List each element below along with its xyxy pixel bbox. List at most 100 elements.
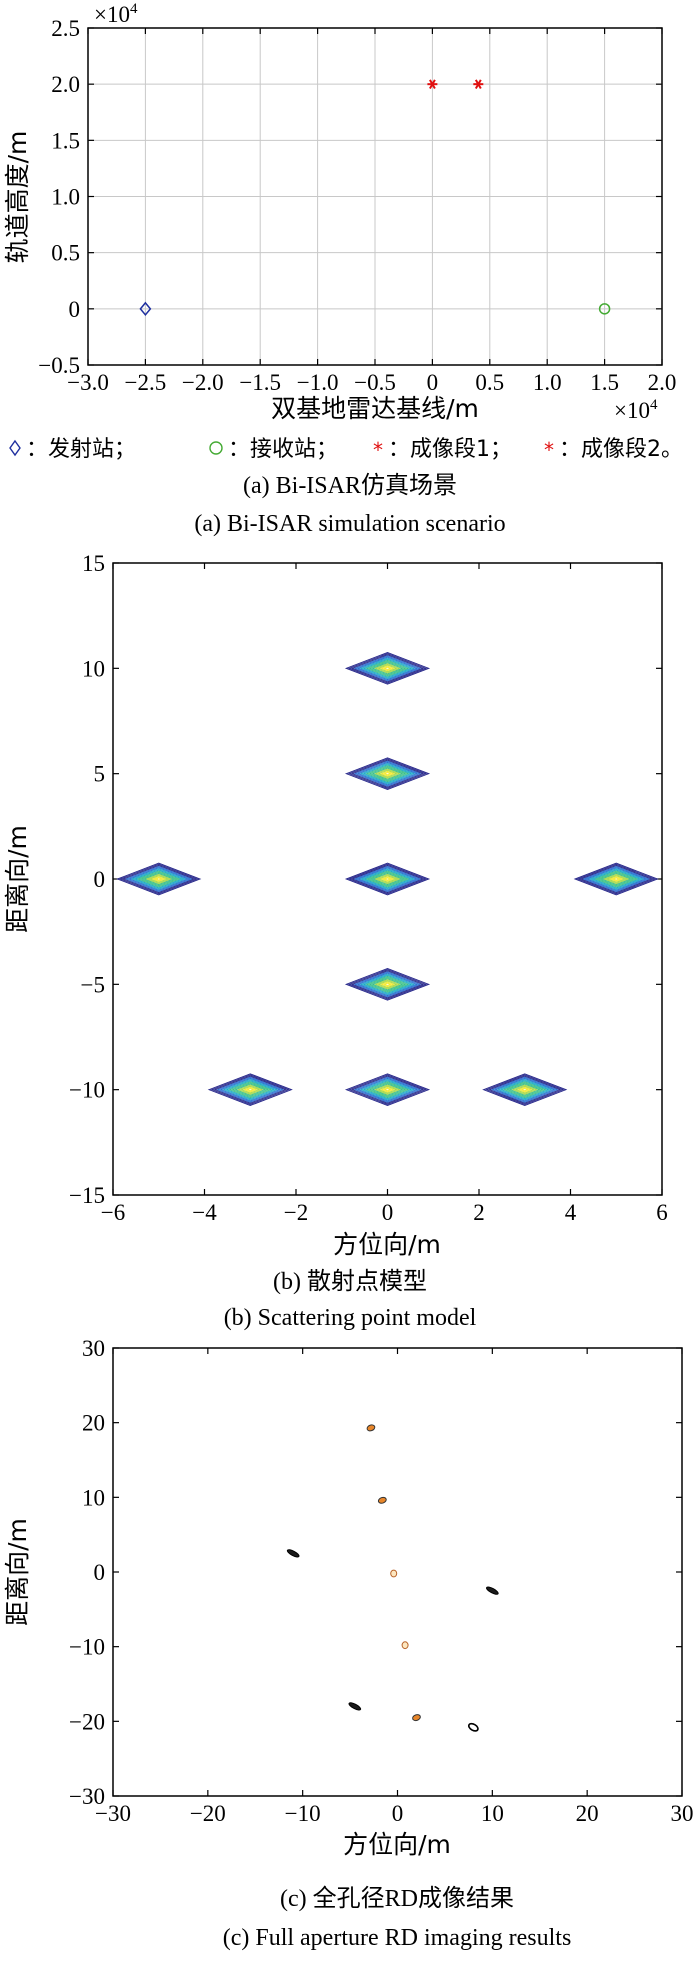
contour-level (245, 1088, 255, 1092)
imaging-result-blob (467, 1722, 479, 1732)
contour-level (488, 1075, 562, 1104)
contour-level (383, 666, 392, 670)
y-tick-label: 2.0 (51, 72, 80, 97)
panel-a-y-ticks: 2.5 2.0 1.5 1.0 0.5 0 −0.5 (38, 16, 662, 378)
x-tick-label: 0.5 (475, 370, 504, 395)
contour-level (359, 973, 416, 996)
contour-level (365, 1081, 410, 1099)
contour-level (380, 1086, 395, 1093)
y-tick-label: 1.0 (51, 185, 80, 210)
panel-c-x-axis-label: 方位向/m (343, 1830, 451, 1859)
contour-level (359, 868, 416, 890)
contour-level (365, 870, 410, 888)
contour-level (383, 1088, 392, 1092)
legend-circle-marker (209, 441, 223, 455)
x-tick-label: 2.0 (648, 370, 677, 395)
legend-label-receiver: ：接收站； (228, 437, 338, 462)
imaging-result-blob (401, 1641, 409, 1650)
contour-level (362, 869, 413, 889)
panel-c-y-axis-label: 距离向/m (3, 1518, 32, 1626)
scattering-point (344, 1073, 431, 1107)
receiver-marker (598, 303, 611, 315)
contour-level (365, 975, 410, 993)
scattering-point (207, 1073, 293, 1107)
contour-level (359, 762, 416, 785)
contour-level (210, 1074, 290, 1105)
contour-level (374, 1084, 401, 1095)
x-tick-label: −4 (192, 1200, 217, 1225)
scattering-point (344, 651, 431, 685)
contour-level (353, 655, 422, 682)
blob-orange (366, 1424, 376, 1432)
contour-level (148, 875, 169, 883)
scattering-point (344, 757, 431, 791)
contour-level (517, 1086, 533, 1093)
scattering-point (344, 862, 431, 896)
scattering-point (573, 862, 659, 896)
contour-level (216, 1076, 284, 1103)
contour-level (356, 867, 419, 891)
contour-level (347, 969, 428, 1000)
contour-level (145, 873, 172, 885)
x-tick-label: 6 (656, 1200, 668, 1225)
legend-star-marker-2: * (544, 438, 554, 462)
imaging-result-blob (377, 1496, 387, 1504)
panel-b-x-axis-label: 方位向/m (333, 1230, 441, 1259)
contour-level (353, 971, 422, 998)
contour-level (207, 1073, 293, 1107)
y-tick-label: 0.5 (51, 241, 80, 266)
x-tick-label: 1.0 (533, 370, 562, 395)
contour-level (368, 977, 407, 992)
contour-level (502, 1081, 547, 1099)
contour-level (213, 1075, 287, 1104)
contour-level (228, 1081, 273, 1099)
x-tick-label: 4 (565, 1200, 577, 1225)
contour-level (365, 765, 410, 783)
contour-level (380, 876, 395, 882)
contour-level (371, 978, 404, 991)
x-tick-label: 30 (671, 1801, 694, 1826)
contour-level (225, 1080, 276, 1100)
contour-level (371, 1083, 404, 1096)
contour-level (371, 662, 404, 675)
panel-a-x-exponent: ×104 (614, 397, 658, 423)
x-tick-label: 20 (576, 1801, 599, 1826)
contour-level (344, 967, 431, 1001)
y-tick-label: −5 (81, 972, 105, 997)
imaging-result-blob (390, 1569, 398, 1578)
y-tick-label: 1.5 (51, 128, 80, 153)
blob-orange (377, 1496, 387, 1504)
y-tick-label: 0 (69, 297, 81, 322)
scattering-point (116, 862, 202, 896)
contour-level (368, 661, 407, 676)
panel-a-x-ticks: −3.0 −2.5 −2.0 −1.5 −1.0 −0.5 0 0.5 1.0 1.5 2.0 (67, 28, 676, 395)
contour-level (347, 1074, 428, 1105)
blob-light (390, 1569, 398, 1578)
contour-level (511, 1084, 538, 1095)
blob-dark (286, 1549, 300, 1558)
star-stroke (429, 79, 436, 89)
imaging-result-blob (366, 1424, 376, 1432)
contour-level (344, 651, 431, 685)
contour-level (344, 757, 431, 791)
y-tick-label: −20 (69, 1709, 105, 1734)
blob-dark (348, 1702, 362, 1711)
contour-level (603, 873, 630, 885)
contour-level (374, 979, 401, 990)
contour-level (582, 866, 650, 892)
contour-level (377, 664, 398, 673)
contour-level (374, 873, 401, 885)
legend-item-receiver: ：接收站； (209, 437, 338, 462)
contour-level (231, 1082, 270, 1097)
contour-level (374, 768, 401, 779)
contour-level (359, 657, 416, 680)
contour-level (127, 867, 190, 891)
contour-level (608, 876, 624, 882)
contour-level (377, 980, 398, 989)
contour-level (508, 1083, 541, 1096)
contour-level (579, 864, 653, 894)
contour-level (356, 761, 419, 786)
contour-level (380, 665, 395, 672)
contour-level (482, 1073, 568, 1107)
contour-level (356, 656, 419, 681)
